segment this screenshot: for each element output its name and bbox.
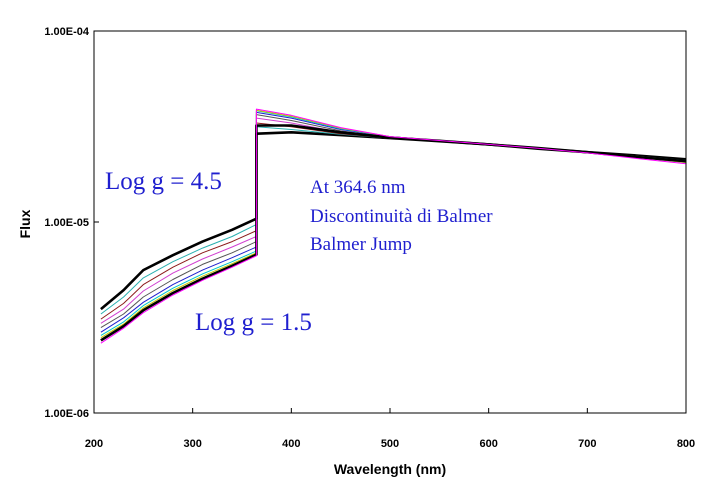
x-tick-label: 600 xyxy=(479,438,497,450)
series-line-10 xyxy=(100,108,687,344)
plot-lines xyxy=(100,108,687,344)
y-tick-label: 1.00E-06 xyxy=(44,408,89,420)
annotation-log-g-high: Log g = 4.5 xyxy=(105,168,222,195)
annotation-log-g-low: Log g = 1.5 xyxy=(195,309,312,336)
x-tick-label: 300 xyxy=(183,438,201,450)
x-tick-label: 200 xyxy=(85,438,103,450)
x-tick-label: 700 xyxy=(578,438,596,450)
y-tick-label: 1.00E-04 xyxy=(44,26,90,38)
series-line-9 xyxy=(100,124,687,342)
x-axis-title: Wavelength (nm) xyxy=(334,461,446,477)
y-axis-title: Flux xyxy=(17,209,33,238)
axis-ticks: 200 300 400 500 600 700 800 1.00E-04 1.00E-05 1.0… xyxy=(44,26,695,450)
x-tick-label: 400 xyxy=(282,438,300,450)
x-tick-label: 800 xyxy=(677,438,695,450)
annotation-balmer-italian: Discontinuità di Balmer xyxy=(310,206,493,227)
annotation-balmer-english: Balmer Jump xyxy=(310,234,412,255)
annotation-jump-wavelength: At 364.6 nm xyxy=(310,177,406,198)
y-tick-label: 1.00E-05 xyxy=(44,217,89,229)
x-tick-label: 500 xyxy=(381,438,399,450)
